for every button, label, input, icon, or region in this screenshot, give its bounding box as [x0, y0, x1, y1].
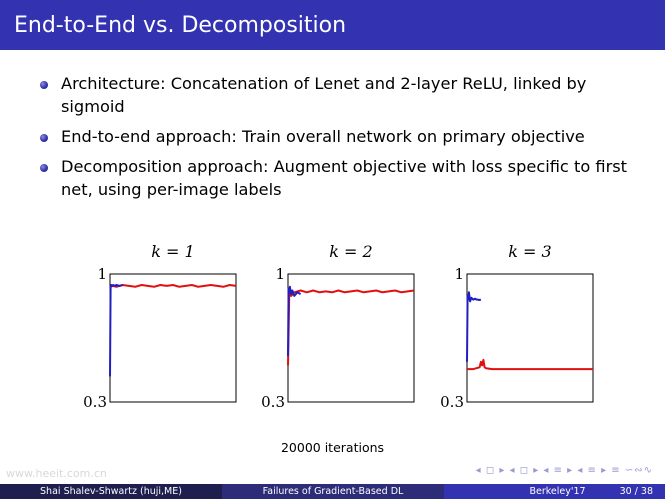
- y-tick-label: 1: [454, 265, 464, 283]
- series-line-red: [467, 358, 593, 371]
- bullet-dot-icon: [40, 81, 48, 89]
- bullet-dot-icon: [40, 164, 48, 172]
- watermark: www.heeit.com.cn: [6, 467, 107, 480]
- bullet-text: Architecture: Concatenation of Lenet and…: [61, 74, 587, 116]
- slide-footer: Shai Shalev-Shwartz (huji,ME) Failures o…: [0, 484, 665, 499]
- bullet-architecture: Architecture: Concatenation of Lenet and…: [40, 72, 650, 118]
- plot-frame: [109, 273, 237, 403]
- y-tick-label: 0.3: [261, 393, 285, 411]
- bullet-list: Architecture: Concatenation of Lenet and…: [40, 72, 650, 208]
- chart-title: k = 2: [329, 242, 372, 261]
- footer-page-number: 30 / 38: [619, 486, 653, 497]
- y-tick-label: 0.3: [83, 393, 107, 411]
- chart-title: k = 1: [151, 242, 194, 261]
- chart-caption: 20000 iterations: [280, 440, 385, 455]
- series-line-red: [287, 289, 415, 366]
- series-line-blue: [466, 291, 482, 362]
- y-tick-label: 1: [97, 265, 107, 283]
- bullet-decomposition: Decomposition approach: Augment objectiv…: [40, 155, 650, 201]
- bullet-text: End-to-end approach: Train overall netwo…: [61, 127, 585, 146]
- footer-venue: Berkeley'17: [529, 486, 586, 497]
- series-line-red: [109, 284, 237, 288]
- series-line-blue: [109, 284, 123, 377]
- beamer-navigation-icons[interactable]: ◂ ◻ ▸ ◂ ◻ ▸ ◂ ≡ ▸ ◂ ≡ ▸ ≡ ∽∾∿: [475, 465, 653, 476]
- chart-title: k = 3: [508, 242, 551, 261]
- series-line-blue: [287, 285, 302, 357]
- bullet-text: Decomposition approach: Augment objectiv…: [61, 157, 628, 199]
- y-tick-label: 1: [275, 265, 285, 283]
- footer-author: Shai Shalev-Shwartz (huji,ME): [0, 484, 222, 499]
- bullet-end-to-end: End-to-end approach: Train overall netwo…: [40, 125, 650, 148]
- slide-title: End-to-End vs. Decomposition: [14, 13, 347, 38]
- footer-right: Berkeley'17 30 / 38: [444, 484, 665, 499]
- y-tick-label: 0.3: [440, 393, 464, 411]
- slide-title-bar: End-to-End vs. Decomposition: [0, 0, 665, 50]
- bullet-dot-icon: [40, 134, 48, 142]
- plot-frame: [466, 273, 594, 403]
- accuracy-charts: k = 1 1 0.3 k = 2 1 0.3 k = 3 1 0.3: [83, 242, 594, 411]
- footer-talk-title: Failures of Gradient-Based DL: [222, 484, 444, 499]
